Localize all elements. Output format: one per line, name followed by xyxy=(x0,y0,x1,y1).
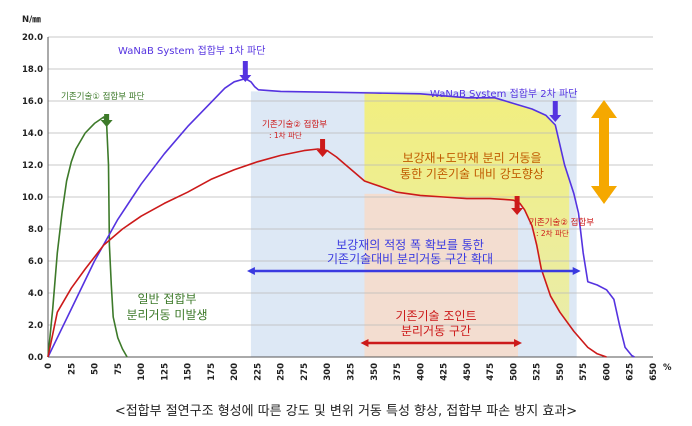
y-tick-label: 18.0 xyxy=(22,65,43,75)
conv2-2nd-fracture-sublabel: : 2차 파단 xyxy=(536,228,569,238)
y-tick-label: 6.0 xyxy=(28,257,43,267)
no-separation-label-line1: 일반 접합부 xyxy=(137,292,196,306)
x-tick-label: 300 xyxy=(323,363,333,381)
conventional-1-curve xyxy=(47,116,128,358)
x-tick-label: 175 xyxy=(207,363,217,381)
x-tick-label: 50 xyxy=(91,363,101,375)
conv2-1st-fracture-sublabel: : 1차 파단 xyxy=(269,130,302,140)
x-tick-label: 100 xyxy=(137,363,147,381)
x-tick-label: 400 xyxy=(416,363,426,381)
x-tick-label: 150 xyxy=(184,363,194,381)
y-tick-label: 0.0 xyxy=(28,353,43,363)
x-tick-label: 525 xyxy=(533,363,543,381)
y-tick-label: 8.0 xyxy=(28,225,43,235)
conv2-1st-fracture-arrow xyxy=(316,139,329,157)
blue-range-label-line2: 기존기술대비 분리거동 구간 확대 xyxy=(327,252,493,266)
x-tick-label: 325 xyxy=(347,363,357,381)
x-axis-unit: % xyxy=(663,363,672,373)
y-tick-label: 16.0 xyxy=(22,97,43,107)
y-axis-unit: N/㎜ xyxy=(22,15,41,25)
strength-gain-label-line1: 보강재+도막재 분리 거동을 xyxy=(402,151,541,165)
x-tick-label: 500 xyxy=(509,363,519,381)
conv2-1st-fracture-label: 기존기술② 접합부 xyxy=(262,119,327,130)
x-tick-label: 25 xyxy=(67,363,77,375)
x-tick-label: 575 xyxy=(579,363,589,381)
conventional-separation-region xyxy=(364,193,519,357)
wanab-system-curve xyxy=(47,77,635,358)
wanab-2nd-fracture-label: WaNaB System 접합부 2차 파단 xyxy=(430,88,577,100)
conv2-2nd-fracture-label: 기존기술② 접합부 xyxy=(529,217,594,228)
x-tick-label: 250 xyxy=(277,363,287,381)
x-tick-label: 75 xyxy=(114,363,124,375)
blue-range-label-line1: 보강재의 적정 폭 확보를 통한 xyxy=(336,238,484,252)
y-tick-label: 14.0 xyxy=(22,129,43,139)
x-tick-label: 350 xyxy=(370,363,380,381)
conv1-fracture-label: 기존기술① 접합부 파단 xyxy=(61,91,145,102)
y-tick-label: 12.0 xyxy=(22,161,43,171)
x-tick-label: 0 xyxy=(44,363,54,369)
x-tick-label: 375 xyxy=(393,363,403,381)
y-tick-label: 20.0 xyxy=(22,33,43,43)
strength-gain-label-line2: 통한 기존기술 대비 강도향상 xyxy=(400,167,544,181)
strength-gain-area xyxy=(364,92,570,325)
x-tick-label: 125 xyxy=(160,363,170,381)
wanab-1st-fracture-label: WaNaB System 접합부 1차 파단 xyxy=(118,45,265,57)
y-tick-label: 10.0 xyxy=(22,193,43,203)
x-tick-label: 625 xyxy=(626,363,636,381)
wanab-1st-fracture-arrow xyxy=(239,61,252,82)
x-tick-label: 550 xyxy=(556,363,566,381)
conventional-2-curve xyxy=(47,148,607,358)
x-tick-label: 450 xyxy=(463,363,473,381)
x-tick-label: 600 xyxy=(602,363,612,381)
x-tick-label: 650 xyxy=(649,363,659,381)
strength-gain-arrow xyxy=(591,100,617,204)
x-tick-label: 275 xyxy=(300,363,310,381)
wanab-2nd-fracture-arrow xyxy=(549,101,562,122)
x-tick-label: 475 xyxy=(486,363,496,381)
y-tick-label: 2.0 xyxy=(28,321,43,331)
figure-caption: <접합부 절연구조 형성에 따른 강도 및 변위 거동 특성 향상, 접합부 파… xyxy=(114,404,578,419)
conv1-fracture-arrow xyxy=(100,114,113,127)
conv2-2nd-fracture-arrow xyxy=(511,196,524,215)
x-tick-label: 200 xyxy=(230,363,240,381)
conventional-range-label-line2: 분리거동 구간 xyxy=(401,324,471,338)
conventional-range-label-line1: 기존기술 조인트 xyxy=(395,309,476,323)
x-tick-label: 225 xyxy=(253,363,263,381)
y-tick-label: 4.0 xyxy=(28,289,43,299)
no-separation-label-line2: 분리거동 미발생 xyxy=(126,308,207,322)
x-tick-label: 425 xyxy=(440,363,450,381)
